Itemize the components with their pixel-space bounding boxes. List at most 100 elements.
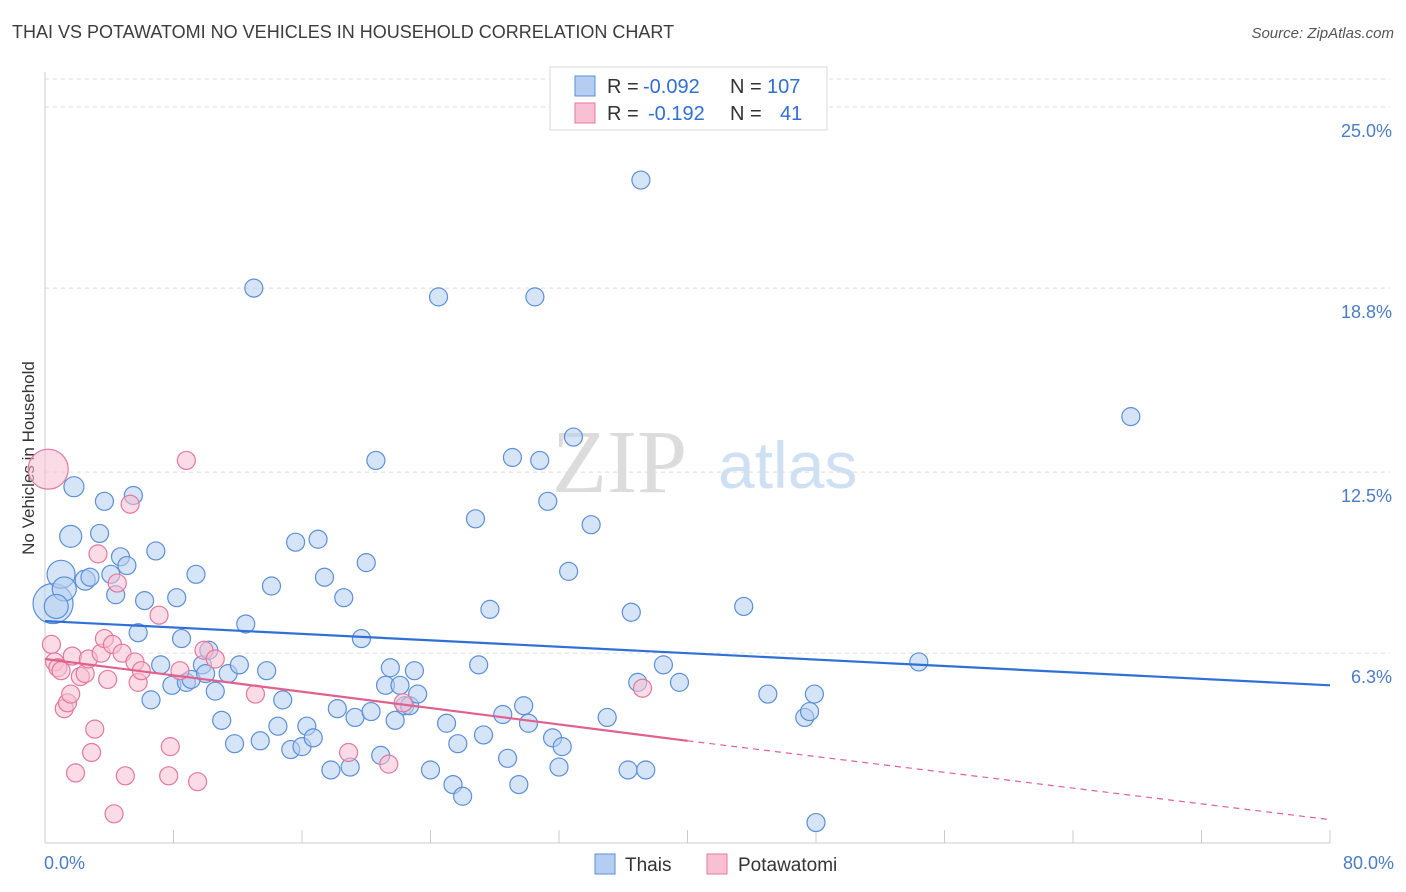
thais-point — [167, 588, 187, 608]
legend-potawatomi-r-label: R = — [607, 103, 639, 125]
potawatomi-point — [88, 544, 108, 564]
y-tick-label: 25.0% — [1341, 121, 1392, 141]
legend-swatch-potawatomi — [574, 102, 596, 124]
thais-point — [257, 661, 277, 681]
thais-point — [498, 748, 518, 768]
thais-point — [63, 476, 85, 498]
bottom-legend-swatch-thais — [594, 853, 616, 875]
thais-point — [804, 684, 824, 704]
potawatomi-point — [104, 804, 124, 824]
thais-point — [94, 491, 115, 511]
stats-legend: R = -0.092 N = 107 R = -0.192 N = 41 — [549, 66, 828, 131]
legend-swatch-thais — [574, 75, 596, 97]
potawatomi-point — [107, 573, 127, 593]
chart-source: Source: ZipAtlas.com — [1251, 25, 1394, 42]
thais-point — [559, 561, 579, 581]
thais-point — [669, 672, 690, 692]
thais-point — [453, 786, 473, 806]
thais-point — [420, 760, 441, 780]
thais-point — [151, 655, 171, 675]
potawatomi-point — [120, 494, 140, 514]
thais-point — [385, 710, 405, 730]
potawatomi-point — [245, 684, 266, 704]
thais-point — [465, 509, 486, 529]
potawatomi-point — [205, 649, 225, 669]
potawatomi-point — [115, 766, 135, 786]
legend-thais-r-label: R = — [607, 76, 639, 98]
thais-point — [653, 655, 674, 675]
thais-point — [631, 170, 651, 190]
gridlines — [45, 78, 1390, 654]
thais-point — [285, 532, 306, 552]
thais-point — [141, 690, 161, 710]
thais-point — [428, 287, 449, 307]
x-tick-label-min: 0.0% — [44, 853, 85, 873]
thais-point — [59, 524, 83, 548]
thais-point — [43, 593, 69, 620]
y-tick-label: 18.8% — [1341, 302, 1392, 322]
potawatomi-point — [160, 737, 180, 757]
thais-point — [636, 760, 656, 780]
thais-point — [758, 684, 778, 704]
thais-point — [525, 287, 545, 307]
thais-point — [261, 576, 282, 596]
potawatomi-point — [632, 678, 653, 698]
thais-point — [345, 707, 365, 728]
trend-line-thais — [44, 619, 1331, 687]
potawatomi-point — [338, 742, 359, 763]
thais-point — [734, 596, 754, 617]
legend-potawatomi-n-value: 41 — [780, 103, 802, 125]
potawatomi-point — [61, 684, 81, 704]
legend-thais-n-label: N = — [730, 76, 762, 98]
thais-point — [502, 447, 523, 468]
legend-potawatomi-n-label: N = — [730, 103, 762, 125]
y-tick-label: 12.5% — [1341, 486, 1392, 506]
thais-point — [514, 696, 534, 716]
trend-line-potawatomi-extension — [687, 740, 1331, 821]
x-tick-label-max: 80.0% — [1343, 853, 1394, 873]
thais-point — [436, 713, 457, 733]
legend-thais-r-value: -0.092 — [643, 76, 700, 98]
x-axis-ticks — [44, 830, 1331, 843]
thais-point — [273, 690, 293, 710]
thais-point — [146, 541, 166, 561]
thais-point — [621, 602, 641, 622]
thais-point — [229, 655, 249, 675]
thais-point — [250, 731, 270, 751]
thais-point — [308, 529, 328, 549]
legend-thais-n-value: 107 — [767, 76, 800, 98]
thais-point — [509, 774, 529, 795]
thais-point — [538, 491, 558, 511]
thais-point — [212, 710, 232, 730]
trend-line-potawatomi — [44, 657, 688, 742]
potawatomi-point — [149, 605, 169, 625]
thais-point — [408, 684, 428, 704]
thais-point — [493, 704, 513, 725]
potawatomi-point — [51, 661, 71, 681]
thais-point — [128, 623, 148, 643]
thais-point — [597, 707, 617, 728]
thais-point — [518, 713, 539, 733]
thais-point — [469, 655, 489, 675]
potawatomi-point — [98, 669, 118, 690]
y-tick-label: 6.3% — [1351, 667, 1392, 687]
thais-point — [366, 450, 386, 471]
potawatomi-point — [85, 719, 105, 739]
thais-point — [351, 628, 372, 649]
potawatomi-point — [159, 766, 179, 786]
trend-lines — [44, 619, 1331, 821]
potawatomi-point — [65, 763, 86, 783]
legend-potawatomi-r-value: -0.192 — [648, 103, 705, 125]
thais-point — [530, 450, 550, 471]
watermark-atlas: atlas — [718, 428, 857, 502]
thais-point — [314, 567, 335, 587]
chart-title: THAI VS POTAWATOMI NO VEHICLES IN HOUSEH… — [12, 22, 674, 42]
thais-point — [480, 599, 500, 619]
thais-point — [244, 278, 264, 298]
thais-point — [473, 725, 494, 745]
thais-point — [334, 588, 354, 608]
series-potawatomi-points — [27, 448, 653, 824]
thais-point — [90, 523, 110, 544]
thais-point — [321, 760, 341, 780]
